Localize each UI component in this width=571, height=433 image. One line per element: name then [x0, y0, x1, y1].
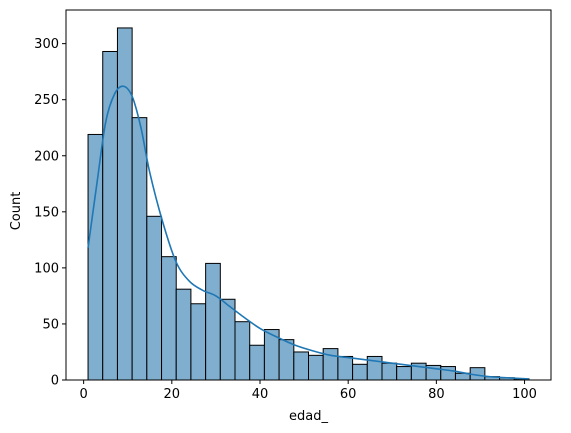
histogram-bar-13 [278, 339, 295, 381]
y-tick-label-300: 300 [34, 37, 59, 52]
axes-frame [65, 9, 552, 381]
histogram-bar-20 [381, 362, 398, 381]
histogram-bar-18 [352, 363, 368, 381]
y-axis-label: Count [9, 192, 24, 231]
histogram-bar-6 [175, 288, 192, 381]
y-tick-label-50: 50 [42, 317, 59, 332]
bars-layer [87, 27, 530, 381]
histogram-bar-10 [234, 321, 251, 381]
histogram-bar-4 [146, 215, 163, 381]
histogram-bar-5 [161, 256, 177, 381]
kde-layer [87, 85, 529, 380]
y-tick-label-250: 250 [34, 93, 59, 108]
x-tick-label-60: 60 [340, 387, 357, 402]
kde-line [87, 85, 529, 380]
histogram-bar-0 [87, 133, 104, 381]
axes-layer [65, 9, 552, 381]
histogram-bar-17 [337, 355, 354, 381]
y-tick-label-100: 100 [34, 261, 59, 276]
histogram-bar-3 [131, 117, 148, 381]
x-tick-label-100: 100 [512, 387, 537, 402]
histogram-bar-2 [116, 27, 133, 381]
x-tick-label-40: 40 [252, 387, 269, 402]
histogram-bar-7 [190, 303, 207, 381]
y-tick-label-0: 0 [51, 374, 59, 389]
y-tick-label-200: 200 [34, 149, 59, 164]
histogram-bar-21 [396, 366, 412, 381]
x-tick-label-80: 80 [428, 387, 445, 402]
histogram-bar-1 [102, 50, 118, 381]
y-tick-label-150: 150 [34, 205, 59, 220]
histogram-bar-24 [440, 366, 456, 381]
histogram-bar-8 [205, 262, 221, 381]
histogram-bar-15 [308, 354, 324, 381]
ticks-layer: 0 20 40 60 80 100 0 50 100 150 200 250 300 [34, 37, 537, 402]
histogram-bar-11 [249, 344, 265, 381]
x-tick-label-0: 0 [79, 387, 87, 402]
histogram-bar-16 [322, 348, 339, 381]
histogram-bar-14 [293, 351, 309, 381]
histogram-bar-9 [219, 298, 236, 381]
x-axis-label: edad_ [289, 409, 328, 424]
x-tick-label-20: 20 [164, 387, 181, 402]
